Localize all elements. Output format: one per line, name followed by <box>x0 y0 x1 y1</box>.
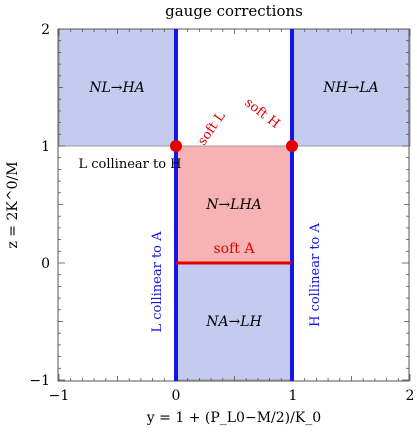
soft-L-label: soft L <box>195 109 229 148</box>
L-collinear-to-H-label: L collinear to H <box>78 157 181 172</box>
L-collinear-to-A-label: L collinear to A <box>150 231 165 333</box>
region-label-NL-HA: NL→HA <box>88 80 145 96</box>
soft-H-point <box>286 140 298 152</box>
x-axis-label: y = 1 + (P_L0−M/2)/K_0 <box>146 410 321 426</box>
region-2 <box>175 145 294 264</box>
plot-frame <box>57 28 410 382</box>
x-tick-label: 2 <box>406 388 415 404</box>
diagram-title: gauge corrections <box>165 2 303 20</box>
region-3 <box>175 262 294 381</box>
y-tick-label: −1 <box>29 373 50 389</box>
region-label-NA-LH: NA→LH <box>205 314 262 330</box>
ticks-group: −1 0 1 2 −1 0 1 2 <box>29 22 414 404</box>
x-tick-label: 1 <box>289 388 298 404</box>
x-tick-label: −1 <box>49 388 70 404</box>
region-0 <box>58 28 177 147</box>
soft-L-point <box>170 140 182 152</box>
y-tick-label: 2 <box>41 22 50 38</box>
H-collinear-to-A-label: H collinear to A <box>308 223 323 327</box>
region-1 <box>292 28 411 147</box>
y-tick-label: 1 <box>41 139 50 155</box>
soft-H-label: soft H <box>242 95 283 131</box>
y-axis-label: z = 2K^0/M <box>5 161 21 248</box>
region-label-NH-LA: NH→LA <box>322 80 379 96</box>
x-tick-label: 0 <box>172 388 181 404</box>
soft-A-label: soft A <box>214 241 256 257</box>
region-label-N-LHA: N→LHA <box>205 197 262 213</box>
y-tick-label: 0 <box>41 256 50 272</box>
regions-group <box>58 28 411 381</box>
